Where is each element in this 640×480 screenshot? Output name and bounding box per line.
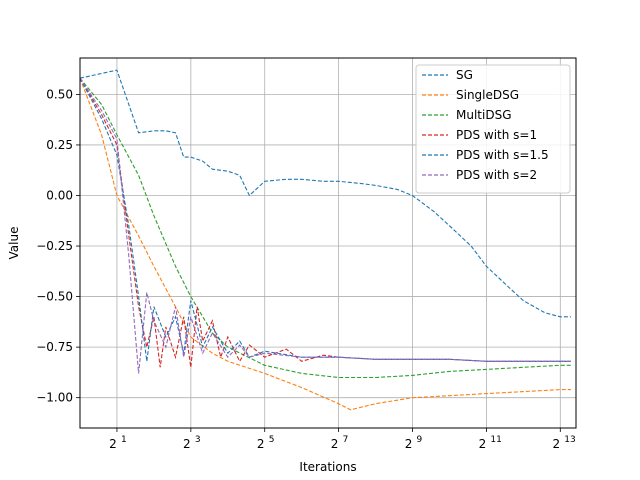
x-tick-exponent: 11 [490,435,501,445]
x-axis: 2 1 2 3 2 5 2 7 2 9 2 11 2 13 [109,428,576,451]
series-line-1 [79,69,571,318]
x-tick-exponent: 13 [564,435,575,445]
x-tick-exponent: 5 [269,435,275,445]
y-tick-label: −1.00 [36,391,73,405]
legend: SG SingleDSG MultiDSG PDS with s=1 PDS with … [415,64,571,194]
y-tick-label: −0.50 [36,290,73,304]
x-tick-exponent: 1 [121,435,127,445]
x-tick-label: 2 [183,437,191,451]
series-line-2 [79,78,571,411]
y-axis: 0.50 0.25 0.00 −0.25 −0.50 −0.75 −1.00 [36,87,80,405]
x-tick-label: 2 [479,437,487,451]
y-tick-label: 0.00 [46,188,73,202]
legend-label: PDS with s=2 [456,168,537,182]
x-tick-label: 2 [331,437,339,451]
y-axis-label: Value [7,227,21,260]
series-line-5 [79,77,571,362]
series-line-6 [79,77,571,374]
y-tick-label: 0.50 [46,87,73,101]
y-tick-label: −0.25 [36,239,73,253]
y-tick-label: −0.75 [36,340,73,354]
y-tick-label: 0.25 [46,138,73,152]
legend-label: MultiDSG [456,108,512,122]
x-tick-exponent: 3 [195,435,201,445]
series-layer [79,69,571,411]
legend-label: PDS with s=1.5 [456,148,549,162]
x-tick-exponent: 9 [417,435,423,445]
series-line-3 [79,77,571,379]
legend-label: SingleDSG [456,88,519,102]
x-tick-label: 2 [405,437,413,451]
legend-label: PDS with s=1 [456,128,537,142]
legend-box [415,64,571,194]
grid [80,58,576,428]
x-tick-label: 2 [109,437,117,451]
x-tick-exponent: 7 [343,435,349,445]
x-tick-label: 2 [552,437,560,451]
x-tick-label: 2 [257,437,265,451]
x-axis-label: Iterations [299,460,356,474]
plot-frame [79,57,577,429]
legend-label: SG [456,68,473,82]
